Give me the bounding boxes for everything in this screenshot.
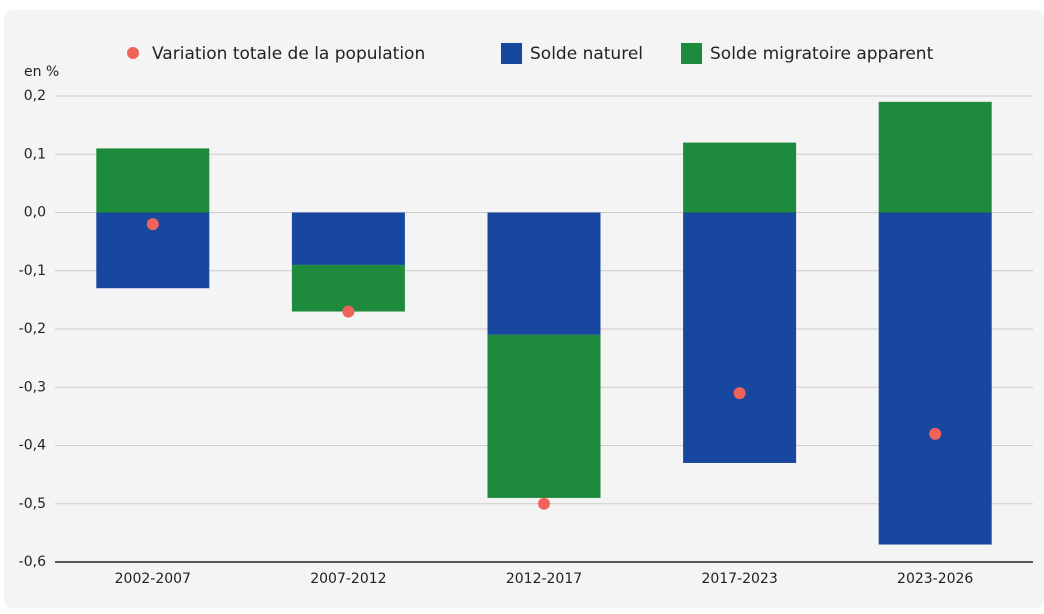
y-tick-label: -0,6	[19, 554, 46, 570]
y-tick-label: -0,1	[19, 263, 46, 279]
total-dot	[146, 218, 159, 231]
bar	[291, 264, 405, 312]
total-dot	[342, 305, 355, 318]
y-tick-label: 0,1	[24, 146, 46, 162]
y-tick-label: 0,0	[24, 205, 46, 221]
legend-label: Solde naturel	[530, 44, 643, 64]
x-tick-label: 2023-2026	[897, 571, 973, 587]
bar	[878, 212, 992, 545]
x-tick-label: 2012-2017	[506, 571, 582, 587]
legend-swatch	[501, 43, 522, 64]
y-tick-label: -0,5	[19, 496, 46, 512]
bar	[683, 142, 797, 213]
legend-label: Variation totale de la population	[152, 44, 425, 64]
x-tick-label: 2017-2023	[701, 571, 777, 587]
total-dot	[538, 497, 550, 510]
x-tick-label: 2002-2007	[115, 571, 191, 587]
bar	[487, 334, 601, 498]
bar	[487, 212, 601, 335]
bar	[878, 101, 992, 213]
legend-swatch	[681, 43, 702, 64]
bar	[683, 212, 797, 463]
x-tick-label: 2007-2012	[310, 571, 386, 587]
legend-label: Solde migratoire apparent	[710, 44, 934, 64]
y-tick-label: -0,3	[19, 379, 46, 395]
y-tick-label: 0,2	[24, 88, 46, 104]
y-tick-label: -0,4	[19, 438, 46, 454]
total-dot	[929, 427, 942, 440]
bar	[96, 148, 210, 213]
bar	[291, 212, 405, 265]
y-tick-label: -0,2	[19, 321, 46, 337]
total-dot	[733, 387, 746, 400]
y-axis-label: en %	[24, 64, 59, 80]
legend-dot	[127, 47, 139, 59]
